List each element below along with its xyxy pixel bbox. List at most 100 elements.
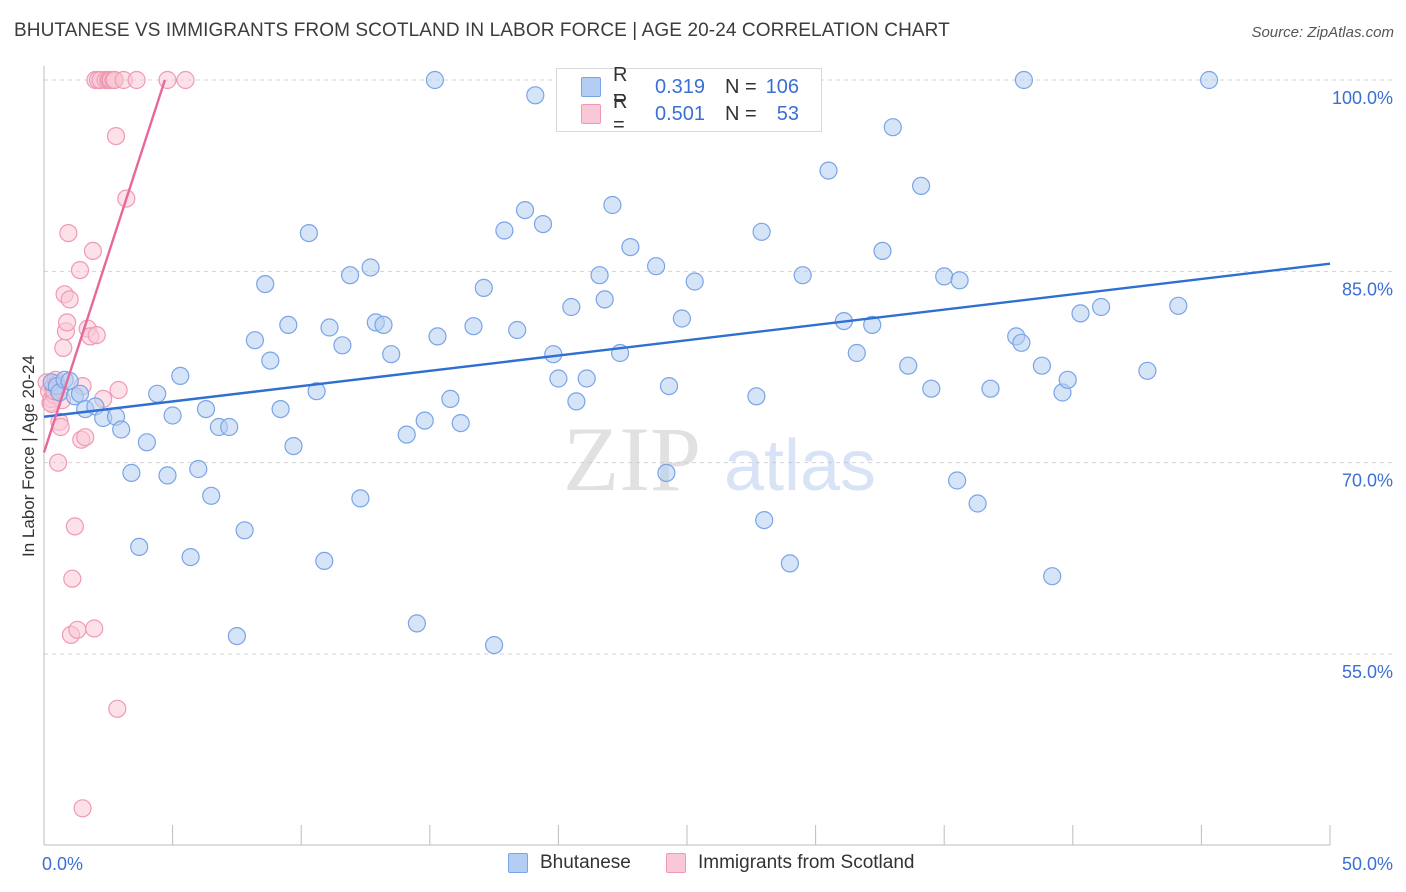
bhutanese-point	[819, 161, 838, 180]
bhutanese-point	[526, 86, 545, 105]
bhutanese-point	[646, 257, 666, 276]
legend-row-bhutanese: R = 0.319 N = 106	[581, 64, 799, 109]
bottom-legend-label-scotland: Immigrants from Scotland	[698, 852, 915, 873]
x-tick-labels: 0.0% 50.0%	[42, 854, 1393, 874]
scotland-point	[83, 241, 103, 260]
bhutanese-point	[196, 400, 216, 419]
bhutanese-point	[407, 614, 426, 633]
bhutanese-point	[181, 547, 200, 567]
legend-swatch-bhutanese	[581, 77, 601, 97]
bottom-legend-bhutanese[interactable]: Bhutanese	[508, 852, 631, 874]
bhutanese-point	[1032, 356, 1052, 375]
bhutanese-point	[474, 278, 493, 297]
bhutanese-point	[485, 635, 504, 655]
bhutanese-point	[130, 537, 149, 557]
bhutanese-point	[621, 238, 640, 257]
bhutanese-point	[899, 356, 918, 375]
scotland-point	[68, 620, 87, 639]
bhutanese-point	[533, 215, 553, 234]
bhutanese-point	[163, 406, 182, 425]
bhutanese-point	[495, 221, 514, 240]
y-axis-label: In Labor Force | Age 20-24	[19, 355, 38, 557]
bhutanese-point	[847, 343, 866, 363]
x-tick-label: 0.0%	[42, 854, 83, 874]
bhutanese-point	[657, 463, 676, 482]
legend-swatch-scotland	[581, 104, 601, 124]
bhutanese-point	[968, 494, 987, 513]
bhutanese-trend-line	[43, 262, 1331, 418]
bhutanese-point	[1043, 567, 1062, 586]
bhutanese-point	[261, 351, 280, 370]
bhutanese-point	[672, 309, 692, 328]
bhutanese-point	[567, 392, 586, 411]
legend-n-label: N =	[725, 102, 757, 125]
y-tick-label: 70.0%	[1342, 471, 1393, 491]
bhutanese-point	[911, 176, 931, 195]
scotland-point	[73, 799, 92, 818]
bhutanese-point	[70, 384, 90, 403]
bhutanese-point	[685, 272, 704, 291]
bhutanese-point	[1199, 70, 1219, 90]
scotland-point	[48, 453, 68, 472]
bhutanese-point	[148, 384, 167, 403]
bhutanese-point	[873, 241, 892, 260]
bhutanese-point	[112, 420, 131, 439]
bhutanese-point	[441, 389, 460, 408]
bottom-legend-scotland[interactable]: Immigrants from Scotland	[666, 852, 914, 874]
bhutanese-point	[227, 626, 246, 646]
bhutanese-point	[1169, 296, 1188, 315]
y-tick-labels: 100.0% 85.0% 70.0% 55.0%	[1332, 88, 1393, 682]
chart-title: BHUTANESE VS IMMIGRANTS FROM SCOTLAND IN…	[14, 20, 950, 41]
bhutanese-point	[361, 258, 380, 277]
series-bhutanese-points	[42, 70, 1219, 655]
bhutanese-point	[428, 327, 447, 346]
bhutanese-point	[122, 463, 141, 482]
bhutanese-point	[590, 266, 609, 285]
bhutanese-point	[397, 425, 416, 444]
bhutanese-point	[549, 369, 568, 388]
legend-n-label: N =	[725, 75, 757, 98]
bhutanese-point	[1012, 333, 1031, 352]
scotland-trend-line	[42, 79, 167, 453]
bhutanese-point	[171, 366, 190, 385]
scotland-point	[54, 338, 73, 357]
bhutanese-point	[659, 377, 679, 396]
bhutanese-point	[922, 379, 941, 398]
scotland-point	[60, 290, 79, 309]
bhutanese-point	[793, 266, 812, 285]
series-scotland-points	[37, 70, 195, 818]
bhutanese-point	[755, 510, 774, 530]
watermark-zip: ZIP	[563, 408, 701, 510]
bhutanese-point	[158, 466, 177, 485]
scotland-point	[158, 70, 177, 90]
bhutanese-point	[351, 489, 370, 508]
bhutanese-point	[747, 387, 766, 406]
bhutanese-point	[883, 118, 902, 137]
bhutanese-point	[863, 315, 882, 334]
bottom-legend-swatch-bhutanese	[508, 853, 528, 873]
bhutanese-point	[279, 315, 298, 334]
bhutanese-point	[935, 267, 954, 286]
bhutanese-point	[1091, 297, 1111, 317]
scotland-point	[127, 70, 146, 90]
legend-r-value-bhutanese: 0.319	[655, 75, 706, 98]
bhutanese-point	[137, 433, 156, 452]
bhutanese-point	[235, 521, 254, 540]
bhutanese-point	[464, 317, 483, 336]
scotland-point	[106, 127, 126, 146]
bhutanese-point	[947, 471, 967, 490]
watermark: ZIP atlas	[563, 408, 876, 510]
bhutanese-point	[220, 417, 239, 437]
source-label: Source: ZipAtlas.com	[1251, 24, 1394, 41]
bhutanese-point	[1014, 70, 1034, 90]
bhutanese-point	[415, 411, 434, 430]
grid-lines	[44, 79, 1392, 655]
bhutanese-point	[1138, 361, 1157, 380]
bhutanese-point	[202, 486, 221, 505]
scotland-point	[108, 699, 127, 718]
bhutanese-point	[374, 315, 393, 334]
axes	[43, 66, 1331, 846]
bhutanese-point	[515, 201, 535, 220]
scotland-point	[176, 70, 195, 90]
